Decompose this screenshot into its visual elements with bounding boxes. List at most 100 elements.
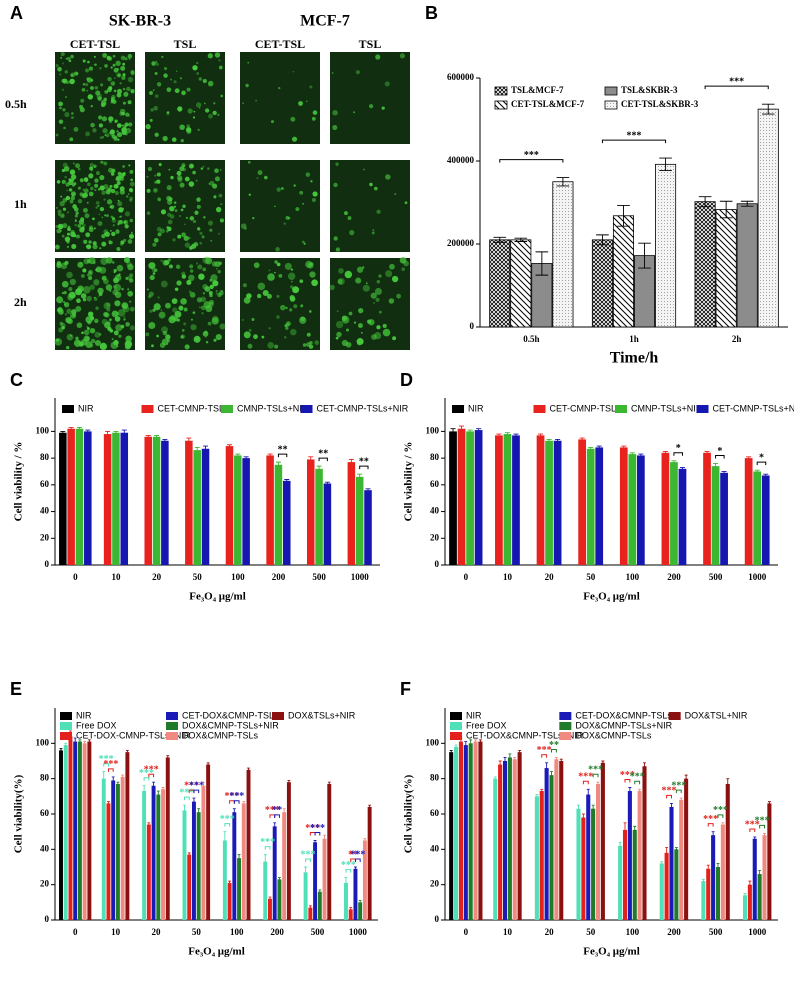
bar xyxy=(241,803,246,920)
significance-bracket xyxy=(551,748,557,753)
cell-spot xyxy=(221,290,223,292)
cell-spot xyxy=(56,308,62,313)
error-bar xyxy=(706,864,710,873)
cell-spot xyxy=(130,178,133,182)
x-tick-label: 10 xyxy=(111,572,121,582)
legend-swatch xyxy=(604,86,618,96)
error-bar xyxy=(232,808,236,817)
cell-spot xyxy=(127,53,133,59)
cell-spot xyxy=(64,260,69,265)
x-axis-label: Time/h xyxy=(610,350,659,367)
error-bar xyxy=(554,757,558,762)
y-tick-label: 60 xyxy=(430,479,440,489)
significance-bracket xyxy=(318,457,328,462)
cell-spot xyxy=(241,319,244,321)
bar xyxy=(661,452,670,565)
significance-bracket xyxy=(183,796,190,801)
cell-spot xyxy=(61,179,66,184)
micrograph xyxy=(240,52,320,144)
cell-spot xyxy=(347,216,352,220)
cell-spot xyxy=(125,343,132,350)
cell-spot xyxy=(110,81,116,86)
significance-label: * xyxy=(676,443,681,454)
micrographs xyxy=(54,52,410,351)
bar xyxy=(664,852,669,920)
legend-label: CET-DOX&CMNP-TSLs xyxy=(575,710,672,720)
bar xyxy=(303,872,308,920)
bar xyxy=(165,757,170,920)
cell-spot xyxy=(56,180,61,184)
x-tick-label: 1000 xyxy=(748,572,767,582)
cell-spot xyxy=(113,89,117,93)
cell-spot xyxy=(244,227,247,230)
cell-spot xyxy=(164,67,168,71)
cell-spot xyxy=(310,180,313,183)
significance-label: *** xyxy=(627,130,642,141)
cell-spot xyxy=(188,181,195,187)
cell-spot xyxy=(186,279,192,285)
bar xyxy=(622,829,628,920)
bar xyxy=(744,458,753,565)
micrograph xyxy=(330,160,410,252)
cell-spot xyxy=(257,170,263,176)
cell-spot xyxy=(71,313,77,319)
cell-spot xyxy=(384,81,390,87)
error-bar xyxy=(617,204,630,227)
cell-spot xyxy=(192,116,196,119)
legend-swatch xyxy=(494,100,508,110)
cell-spot xyxy=(69,169,76,175)
cell-spot xyxy=(204,286,211,292)
legend-swatch xyxy=(300,405,313,413)
error-bar xyxy=(308,456,314,463)
cell-spot xyxy=(155,60,158,63)
cell-spot xyxy=(93,227,96,230)
cell-spot xyxy=(198,77,202,81)
cell-spot xyxy=(126,261,133,268)
cell-spot xyxy=(93,279,100,286)
cell-spot xyxy=(116,123,122,128)
error-bar xyxy=(601,760,605,765)
error-bar xyxy=(268,896,272,902)
cell-spot xyxy=(94,85,99,90)
cell-spot xyxy=(335,247,341,252)
error-bar xyxy=(679,467,686,471)
cell-spot xyxy=(171,298,178,305)
cell-spot xyxy=(243,297,251,304)
bar xyxy=(468,743,473,920)
cell-spot xyxy=(149,309,153,313)
error-bar xyxy=(629,452,635,456)
legend-swatch xyxy=(559,722,572,730)
legend-label: CET-DOX&CMNP-TSLs xyxy=(182,710,279,720)
bar xyxy=(757,108,779,328)
cell-spot xyxy=(197,227,201,231)
cell-spot xyxy=(179,77,183,80)
cell-spot xyxy=(68,287,73,292)
cell-spot xyxy=(180,138,184,143)
cell-spot xyxy=(64,111,70,118)
cell-spot xyxy=(214,176,220,182)
cell-spot xyxy=(261,335,265,339)
legend-label: CET-TSL&MCF-7 xyxy=(511,99,585,109)
cell-spot xyxy=(213,195,217,199)
error-bar xyxy=(203,445,209,452)
legend-swatch xyxy=(221,405,233,413)
legend-label: DOX&CMNP-TSLs+NIR xyxy=(575,720,672,730)
significance-label: *** xyxy=(224,791,239,802)
cell-spot xyxy=(285,216,290,220)
cell-spot xyxy=(101,136,105,139)
error-bar xyxy=(206,762,210,767)
legend-label: CET-CMNP-TSLs xyxy=(550,403,622,413)
bar xyxy=(112,432,120,565)
cell-spot xyxy=(181,274,187,279)
cell-spot xyxy=(123,124,127,128)
legend-label: CET-DOX&CMNP-TSLs+NIR xyxy=(466,730,584,740)
cell-spot xyxy=(95,306,99,310)
cell-spot xyxy=(79,192,84,197)
significance-label: * xyxy=(717,446,722,457)
cell-spot xyxy=(190,243,197,249)
cell-spot xyxy=(205,341,209,344)
cell-spot xyxy=(154,132,159,137)
cell-spot xyxy=(345,328,350,332)
error-bar xyxy=(514,237,528,242)
cell-spot xyxy=(77,167,81,171)
